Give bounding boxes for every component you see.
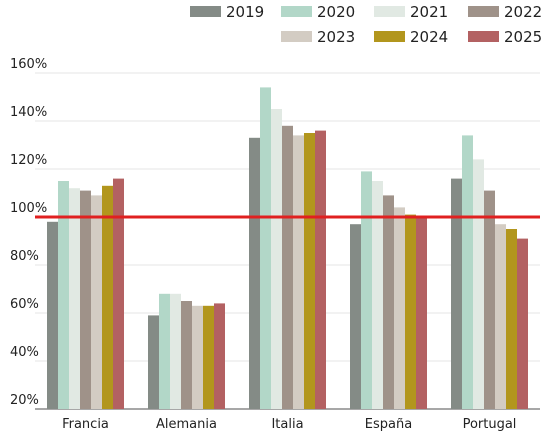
legend-swatch-2021 — [374, 6, 405, 17]
bar-2022-italia — [282, 125, 293, 410]
bar-2021-españa — [372, 181, 383, 409]
bar-2024-italia — [304, 133, 315, 409]
bar-2025-francia — [113, 178, 124, 409]
legend-label-2023: 2023 — [317, 28, 355, 46]
bar-2020-alemania — [159, 293, 170, 409]
bar-2024-alemania — [203, 305, 214, 409]
bar-2024-portugal — [506, 229, 517, 409]
bar-2019-italia — [249, 137, 260, 410]
bar-2021-italia — [271, 109, 282, 409]
bar-2023-alemania — [192, 305, 203, 409]
x-category-label: Portugal — [463, 417, 517, 432]
bar-2024-francia — [102, 185, 113, 409]
bar-2020-portugal — [462, 135, 473, 409]
bar-2020-francia — [58, 181, 69, 409]
y-tick-label: 60% — [10, 297, 39, 312]
y-axis-tick-labels: 20% 40% 60% 80% 100% 120% 140% 160% — [10, 57, 47, 408]
y-tick-label: 40% — [10, 345, 39, 360]
bar-2022-alemania — [181, 301, 192, 409]
bar-2019-españa — [350, 224, 361, 409]
bar-2025-alemania — [214, 303, 225, 409]
bar-2021-alemania — [170, 293, 181, 409]
x-category-label: Italia — [271, 417, 303, 432]
x-category-label: España — [365, 417, 412, 432]
legend-label-2020: 2020 — [317, 3, 355, 21]
bar-2020-italia — [260, 87, 271, 410]
bar-2022-francia — [80, 190, 91, 409]
legend-swatch-2023 — [281, 31, 312, 42]
bar-2020-españa — [361, 171, 372, 409]
bar-2023-francia — [91, 195, 102, 409]
bar-2024-españa — [405, 214, 416, 409]
y-tick-label: 120% — [10, 153, 47, 168]
bar-2019-portugal — [451, 178, 462, 409]
legend-label-2022: 2022 — [504, 3, 542, 21]
bar-2025-portugal — [517, 238, 528, 409]
legend-swatch-2022 — [468, 6, 499, 17]
bar-2022-portugal — [484, 190, 495, 409]
legend-swatch-2025 — [468, 31, 499, 42]
bar-2023-españa — [394, 207, 405, 409]
bars — [47, 87, 528, 410]
bar-2025-italia — [315, 130, 326, 409]
bar-2019-francia — [47, 221, 58, 409]
legend-label-2019: 2019 — [226, 3, 264, 21]
legend-label-2024: 2024 — [410, 28, 448, 46]
x-category-label: Francia — [62, 417, 109, 432]
bar-2021-portugal — [473, 159, 484, 409]
x-category-label: Alemania — [156, 417, 217, 432]
y-tick-label: 80% — [10, 249, 39, 264]
legend-swatch-2019 — [190, 6, 221, 17]
bar-2022-españa — [383, 195, 394, 409]
legend: 2019 2020 2021 2022 2023 2024 2025 — [190, 3, 542, 46]
bar-2023-italia — [293, 135, 304, 409]
legend-swatch-2024 — [374, 31, 405, 42]
bar-2023-portugal — [495, 224, 506, 409]
bar-2021-francia — [69, 188, 80, 409]
bar-2025-españa — [416, 217, 427, 409]
legend-label-2025: 2025 — [504, 28, 542, 46]
legend-label-2021: 2021 — [410, 3, 448, 21]
bar-2019-alemania — [148, 315, 159, 409]
y-tick-label: 140% — [10, 105, 47, 120]
y-tick-label: 100% — [10, 201, 47, 216]
y-tick-label: 20% — [10, 393, 39, 408]
legend-swatch-2020 — [281, 6, 312, 17]
x-axis-category-labels: Francia Alemania Italia España Portugal — [62, 417, 516, 432]
y-tick-label: 160% — [10, 57, 47, 72]
